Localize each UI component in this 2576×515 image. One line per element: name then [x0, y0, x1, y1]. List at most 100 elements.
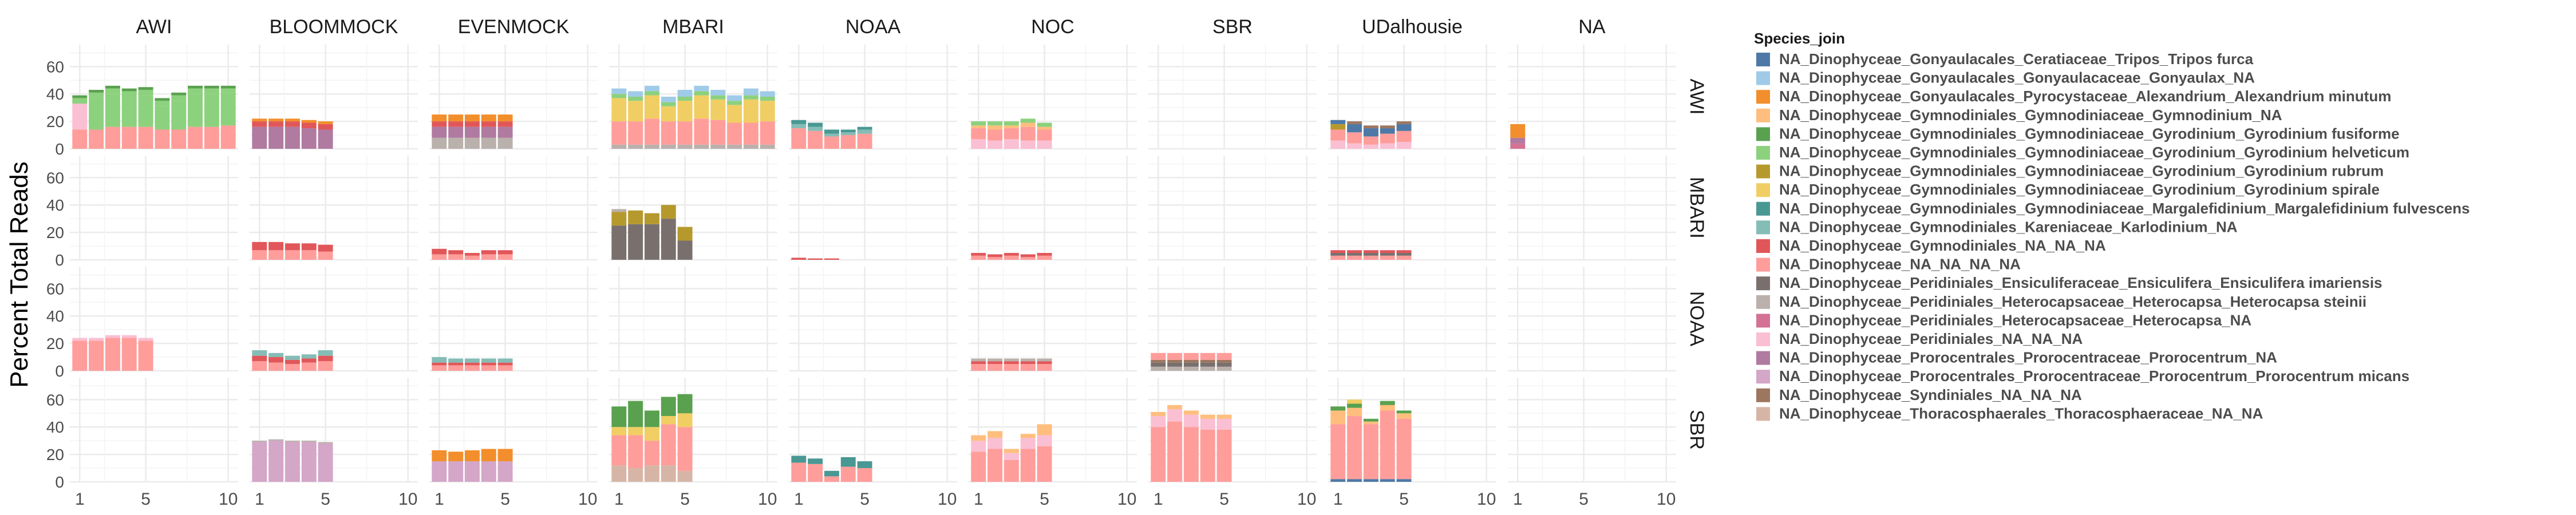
bar-segment: [204, 126, 219, 149]
bar-segment: [611, 435, 627, 466]
bar-segment: [1363, 421, 1378, 425]
bar-segment: [1347, 255, 1362, 260]
bar-segment: [1200, 352, 1215, 360]
bar-segment: [285, 442, 300, 482]
bar-segment: [497, 250, 513, 255]
bar-segment: [1003, 128, 1019, 140]
bar-segment: [268, 352, 284, 358]
bar-segment: [1330, 140, 1346, 149]
facet-column-label: EVENMOCK: [458, 16, 570, 38]
bar-segment: [1396, 479, 1412, 482]
bar-segment: [204, 94, 219, 127]
bar-segment: [1330, 120, 1346, 124]
x-tick-label: 5: [1040, 490, 1049, 509]
bar-segment: [628, 427, 643, 435]
bar-segment: [743, 99, 758, 123]
bar-segment: [1003, 139, 1019, 149]
bar-segment: [481, 114, 496, 122]
bar-segment: [1037, 255, 1052, 260]
bar-segment: [661, 219, 676, 260]
bars-sbr-noaa: [791, 455, 872, 482]
bar-segment: [432, 362, 447, 366]
bar-segment: [1347, 479, 1362, 482]
bar-segment: [677, 227, 693, 241]
bar-segment: [121, 88, 137, 92]
bar-segment: [1183, 359, 1199, 363]
bar-segment: [1200, 366, 1215, 371]
bar-segment: [628, 97, 643, 101]
bar-segment: [464, 253, 480, 256]
bar-segment: [971, 364, 986, 371]
bar-segment: [661, 416, 676, 425]
bar-segment: [1020, 449, 1036, 482]
legend-item: NA_Dinophyceae_Prorocentrales_Prorocentr…: [1756, 367, 2409, 385]
bar-segment: [611, 98, 627, 122]
bar-segment: [661, 106, 676, 122]
bar-segment: [987, 438, 1003, 449]
legend-swatch: [1756, 351, 1770, 365]
bar-segment: [987, 121, 1003, 126]
bar-segment: [481, 358, 496, 363]
facet-strips: AWI BLOOMMOCK EVENMOCK MBARI NOAA NOC SBR UDalh…: [136, 16, 1708, 450]
bar-segment: [661, 102, 676, 106]
x-tick-label: 1: [1153, 490, 1163, 509]
bar-segment: [727, 95, 742, 101]
bar-segment: [710, 90, 726, 96]
bar-segment: [661, 465, 676, 482]
bar-segment: [1347, 143, 1362, 149]
bar-segment: [987, 358, 1003, 362]
panel-noaa-na: [1508, 267, 1676, 372]
bar-segment: [760, 121, 775, 145]
facet-column-label: UDalhousie: [1362, 16, 1463, 38]
y-tick-label: 60: [46, 391, 64, 409]
bar-segment: [694, 144, 709, 149]
bar-segment: [497, 126, 513, 138]
bar-segment: [743, 95, 758, 100]
panel-background: [1148, 45, 1317, 149]
bar-segment: [840, 132, 856, 136]
bar-segment: [1020, 361, 1036, 365]
bar-segment: [1380, 250, 1395, 253]
bar-segment: [432, 248, 447, 255]
bar-segment: [1037, 126, 1052, 130]
panel-background: [1508, 45, 1676, 149]
bar-segment: [188, 126, 203, 149]
bar-segment: [611, 94, 627, 98]
bar-segment: [677, 121, 693, 145]
y-tick-label: 20: [46, 113, 64, 130]
panel-background: [1508, 378, 1676, 482]
legend-swatch: [1756, 239, 1770, 253]
bar-segment: [1167, 366, 1183, 371]
bars-awi-awi: [72, 85, 236, 149]
bar-segment: [824, 133, 839, 137]
legend-label: NA_Dinophyceae_Gymnodiniales_Gymnodiniac…: [1779, 181, 2380, 198]
bar-segment: [1183, 362, 1199, 367]
panel-noaa-mbari: [609, 267, 777, 372]
legend-label: NA_Dinophyceae_Gonyaulacales_Ceratiaceae…: [1779, 50, 2254, 68]
bars-awi-noc: [971, 118, 1052, 149]
bar-segment: [1200, 418, 1215, 430]
legend-item: NA_Dinophyceae_Gonyaulacales_Gonyaulacac…: [1756, 69, 2255, 86]
y-tick-label: 40: [46, 418, 64, 436]
x-tick-label: 5: [321, 490, 330, 509]
bar-segment: [301, 442, 317, 482]
panel-background: [789, 267, 957, 371]
bar-segment: [105, 85, 120, 89]
bar-segment: [1330, 410, 1346, 425]
bar-segment: [105, 94, 120, 127]
legend-swatch: [1756, 295, 1770, 309]
bar-segment: [808, 464, 823, 482]
bar-segment: [432, 126, 447, 138]
bar-segment: [318, 355, 333, 362]
bar-segment: [677, 427, 693, 471]
bar-segment: [1183, 352, 1199, 360]
bars-sbr-mbari: [611, 394, 693, 482]
bar-segment: [1167, 362, 1183, 367]
bar-segment: [644, 224, 659, 260]
bar-segment: [220, 125, 236, 149]
bar-segment: [743, 122, 758, 145]
bar-segment: [1347, 416, 1362, 480]
legend-swatch: [1756, 276, 1770, 291]
bar-segment: [1510, 143, 1526, 149]
bar-segment: [464, 362, 480, 366]
